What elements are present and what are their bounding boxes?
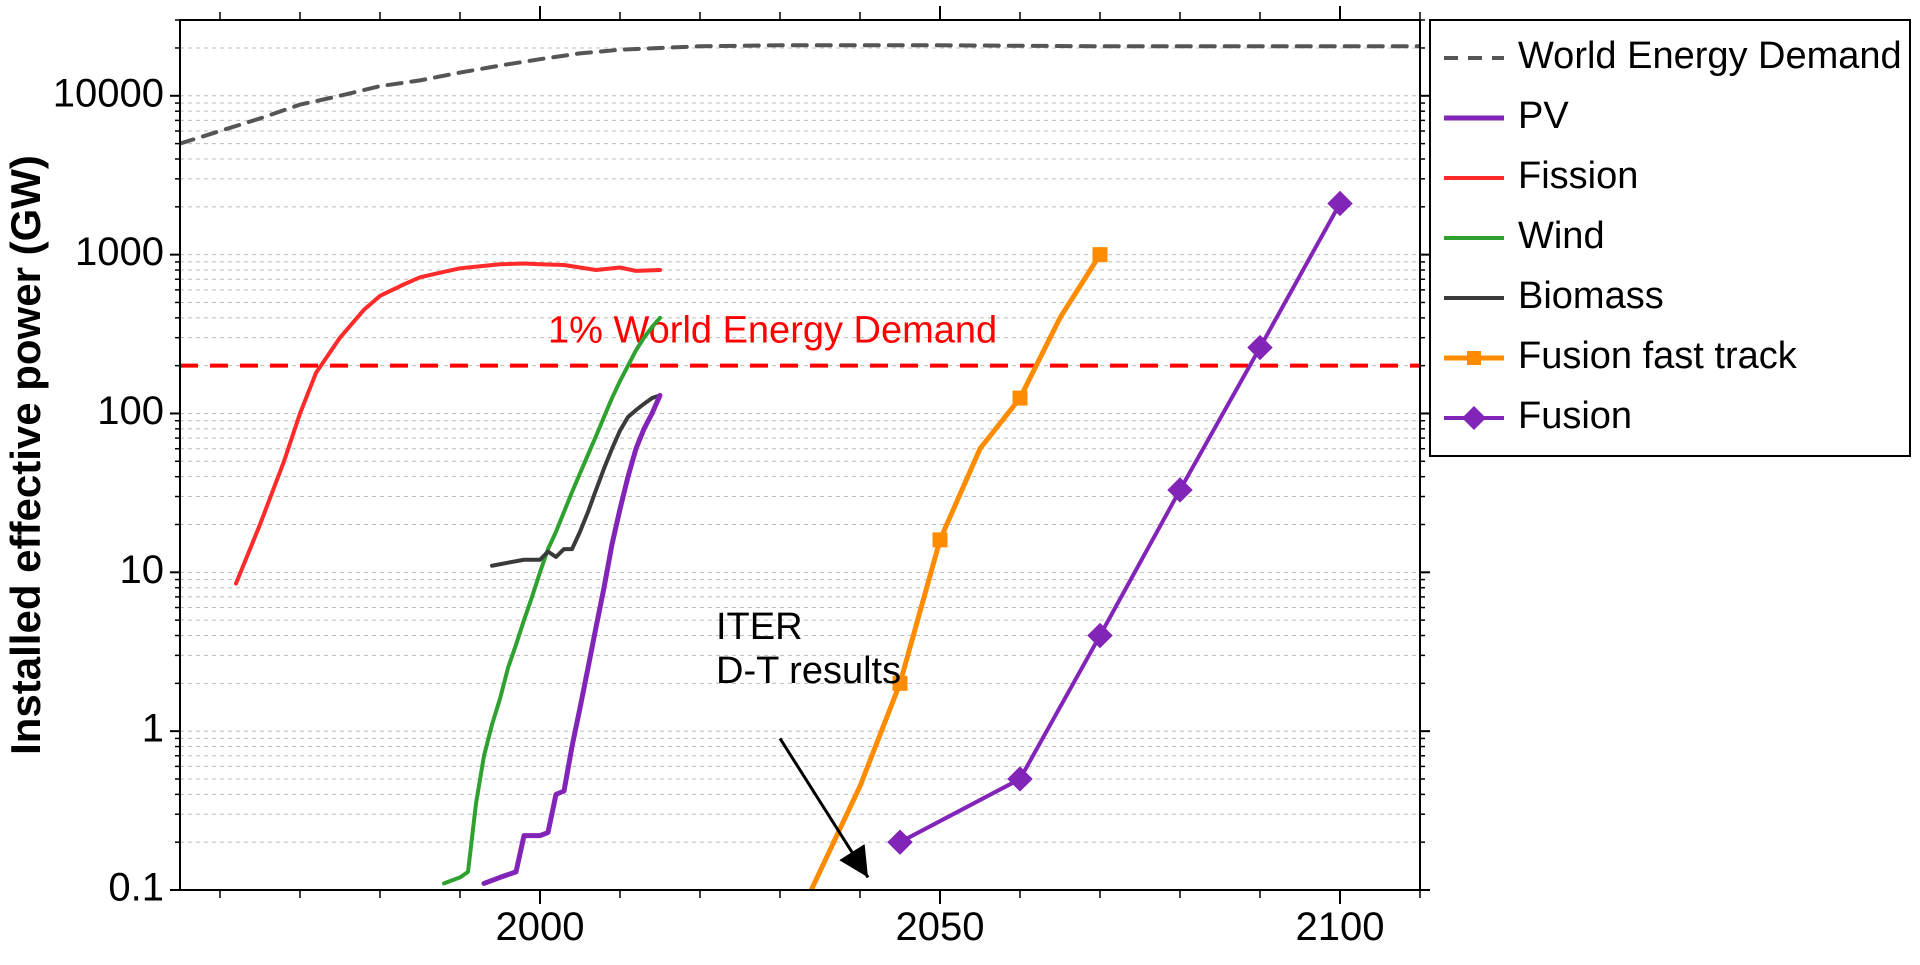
legend-label-fusion: Fusion (1518, 395, 1632, 437)
legend-label-biomass: Biomass (1518, 275, 1664, 317)
x-tick-label: 2100 (1296, 905, 1385, 949)
legend-label-wind: Wind (1518, 215, 1605, 257)
y-tick-label: 10000 (53, 71, 164, 115)
y-tick-label: 0.1 (108, 866, 164, 910)
chart-root: 0.1 1 10 100 1000 10000 2000 2050 2100 Installed … (0, 0, 1920, 960)
marker-square (1013, 391, 1027, 405)
iter-annotation-line: ITER (716, 606, 803, 648)
y-tick-label: 1 (142, 707, 164, 751)
legend-label-fusion_fast_track: Fusion fast track (1518, 335, 1798, 377)
y-tick-label: 10 (120, 548, 165, 592)
y-tick-label: 1000 (75, 230, 164, 274)
legend-label-world_demand: World Energy Demand (1518, 35, 1902, 77)
y-tick-label: 100 (97, 389, 164, 433)
marker-square (933, 533, 947, 547)
legend-label-fission: Fission (1518, 155, 1638, 197)
y-axis-label: Installed effective power (GW) (2, 155, 49, 755)
marker-square (1093, 248, 1107, 262)
legend: World Energy Demand PV Fission Wind Biomass F… (1430, 20, 1910, 456)
x-tick-label: 2050 (896, 905, 985, 949)
one-percent-demand-label: 1% World Energy Demand (548, 309, 997, 351)
legend-label-pv: PV (1518, 95, 1569, 137)
x-tick-label: 2000 (496, 905, 585, 949)
iter-annotation-line: D-T results (716, 650, 901, 692)
